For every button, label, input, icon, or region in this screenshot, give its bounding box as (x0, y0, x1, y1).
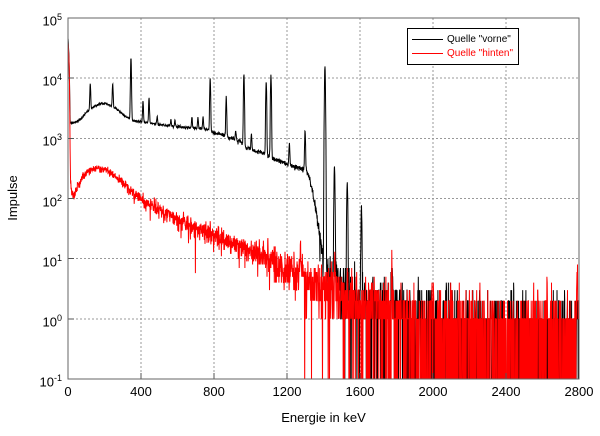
x-tick-label: 2800 (564, 384, 594, 399)
legend: Quelle "vorne" Quelle "hinten" (407, 28, 520, 65)
y-tick-label: 104 (42, 72, 62, 89)
y-tick-label: 101 (42, 252, 62, 269)
axis-ticks (68, 77, 507, 379)
y-tick-exponent: -1 (53, 373, 62, 383)
y-tick-exponent: 3 (56, 132, 62, 143)
y-tick-exponent: 0 (56, 312, 62, 323)
legend-item-1: Quelle "hinten" (412, 46, 513, 60)
y-tick-label: 10-1 (39, 373, 62, 390)
x-tick-label: 0 (64, 384, 72, 399)
x-tick-label: 1200 (272, 384, 302, 399)
series-group (68, 38, 579, 379)
y-tick-label: 103 (42, 132, 62, 149)
y-tick-label: 102 (42, 192, 62, 209)
y-tick-exponent: 2 (56, 192, 62, 203)
y-tick-exponent: 4 (56, 72, 62, 83)
y-tick-label: 100 (42, 312, 62, 330)
plot-frame (67, 17, 580, 380)
legend-item-0: Quelle "vorne" (412, 32, 513, 46)
y-tick-exponent: 5 (56, 12, 62, 22)
x-tick-label: 1600 (345, 384, 375, 399)
y-tick-label: 105 (42, 12, 62, 29)
x-tick-label: 2400 (491, 384, 521, 399)
y-tick-exponent: 1 (56, 252, 62, 263)
legend-label: Quelle "vorne" (447, 33, 511, 45)
legend-line-sample (412, 38, 443, 40)
x-tick-label: 400 (130, 384, 152, 399)
x-tick-label: 2000 (418, 384, 448, 399)
legend-line-sample (412, 52, 443, 54)
x-axis-title: Energie in keV (281, 410, 366, 425)
x-tick-label: 800 (203, 384, 225, 399)
legend-label: Quelle "hinten" (447, 47, 514, 59)
series-path-0 (68, 38, 579, 379)
series-path-1 (68, 43, 579, 379)
